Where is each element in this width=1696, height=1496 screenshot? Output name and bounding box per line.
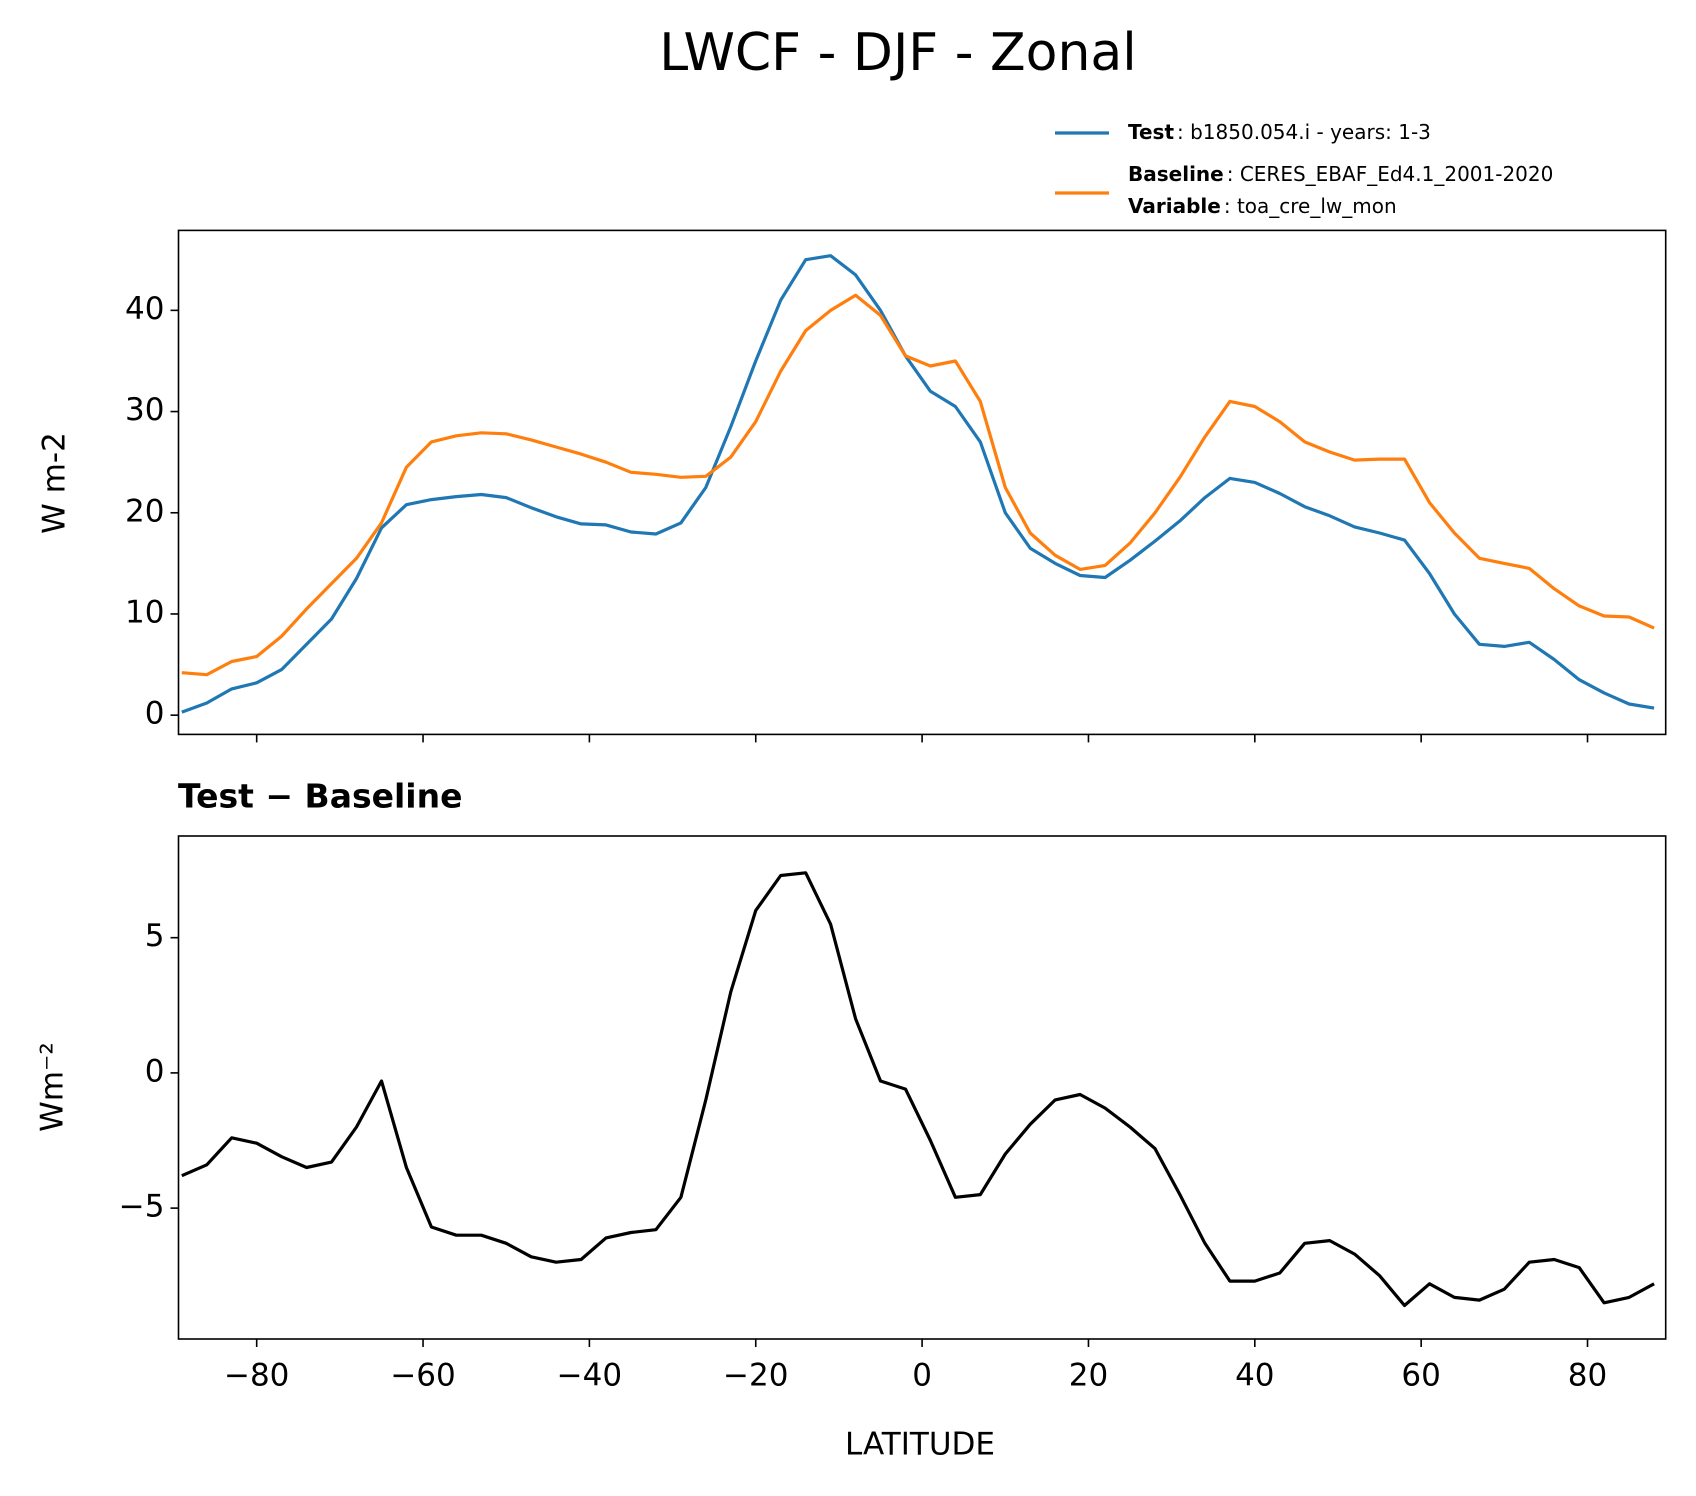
x-axis-label: LATITUDE	[845, 1427, 995, 1463]
axes-frame	[177, 229, 1667, 736]
y-tick-label: 10	[125, 594, 164, 630]
data-line	[181, 254, 1655, 714]
legend-entry: Variable: toa_cre_lw_mon	[1128, 194, 1397, 218]
legend-entry: Test: b1850.054.i - years: 1-3	[1128, 120, 1431, 144]
legend-label: : CERES_EBAF_Ed4.1_2001-2020	[1227, 162, 1554, 186]
x-tick-label: 60	[1401, 1358, 1440, 1394]
data-line	[181, 293, 1655, 677]
legend-entry: Baseline: CERES_EBAF_Ed4.1_2001-2020	[1128, 162, 1553, 186]
y-axis-label: Wm⁻²	[35, 1042, 71, 1132]
x-tick-label: −60	[390, 1358, 455, 1394]
x-tick-label: 40	[1235, 1358, 1274, 1394]
subplot-title: Test − Baseline	[178, 777, 463, 816]
figure-title: LWCF - DJF - Zonal	[659, 23, 1136, 83]
y-tick-label: 0	[145, 1053, 165, 1089]
x-tick-label: 20	[1069, 1358, 1108, 1394]
x-tick-label: 0	[912, 1358, 932, 1394]
legend-name: Baseline	[1128, 162, 1224, 186]
x-tick-label: −40	[557, 1358, 622, 1394]
plot-area	[181, 871, 1655, 1308]
x-tick-label: −80	[224, 1358, 289, 1394]
y-tick-label: 40	[125, 291, 164, 327]
y-tick-label: 0	[145, 696, 165, 732]
legend-label: : toa_cre_lw_mon	[1224, 194, 1397, 218]
x-tick-label: −20	[723, 1358, 788, 1394]
legend-name: Test	[1128, 120, 1174, 144]
y-axis-label: W m-2	[37, 432, 73, 534]
y-tick-label: −5	[119, 1189, 165, 1225]
x-tick-label: 80	[1568, 1358, 1607, 1394]
y-tick-label: 30	[125, 392, 164, 428]
y-tick-label: 20	[125, 493, 164, 529]
y-tick-label: 5	[145, 918, 165, 954]
legend-name: Variable	[1128, 194, 1221, 218]
data-line	[181, 871, 1655, 1308]
plot-area	[181, 254, 1655, 714]
axes-frame	[177, 835, 1667, 1340]
legend-label: : b1850.054.i - years: 1-3	[1177, 120, 1431, 144]
